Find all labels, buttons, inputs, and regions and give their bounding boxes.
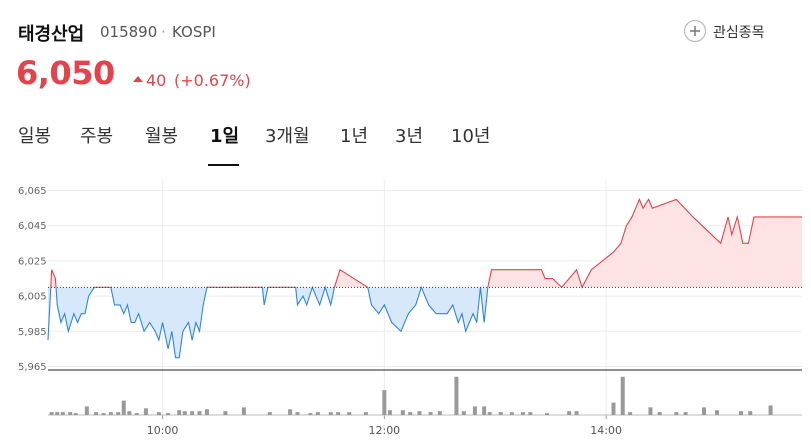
volume-bar (121, 400, 126, 415)
stock-name: 태경산업 (18, 24, 85, 45)
volume-bar (544, 413, 549, 415)
volume-bar (408, 412, 413, 415)
price-line (47, 287, 583, 359)
volume-bar (768, 405, 773, 415)
tab[interactable]: 주봉 (80, 126, 114, 147)
volume-bar (567, 411, 572, 415)
volume-bar (73, 413, 78, 415)
volume-bar (182, 411, 187, 415)
volume-bar (498, 412, 503, 415)
market: KOSPI (172, 23, 216, 41)
volume-bar (428, 412, 433, 415)
volume-bar (315, 412, 320, 415)
tab[interactable]: 1년 (340, 126, 369, 147)
volume-bar (739, 411, 744, 415)
volume-bar (197, 411, 202, 415)
volume-bar (49, 412, 54, 415)
volume-bar (347, 412, 352, 415)
volume-bar (748, 411, 753, 415)
separator: · (161, 23, 166, 41)
volume-bar (127, 411, 132, 415)
volume-bar (487, 412, 492, 415)
price-area (50, 199, 802, 288)
volume-bar (509, 412, 514, 415)
volume-bar (328, 412, 333, 415)
volume-bar (223, 411, 228, 415)
volume-bar (204, 409, 209, 415)
volume-bar (611, 402, 616, 415)
y-tick-label: 6,005 (18, 292, 47, 303)
volume-bar (657, 412, 662, 415)
volume-bar (400, 410, 405, 415)
price-area (48, 287, 802, 358)
x-tick-label: 10:00 (147, 424, 179, 437)
volume-bar (108, 412, 113, 415)
volume-bar (674, 412, 679, 415)
volume-bar (461, 411, 466, 415)
volume-bar (363, 412, 368, 415)
x-tick-label: 12:00 (368, 424, 400, 437)
tab[interactable]: 3년 (395, 126, 424, 147)
volume-bar (143, 408, 148, 415)
price-line (50, 197, 802, 288)
volume-bar (55, 412, 60, 415)
y-tick-label: 5,965 (18, 362, 47, 373)
volume-bar (437, 411, 442, 415)
volume-bar (387, 410, 392, 415)
y-tick-label: 6,045 (18, 221, 47, 232)
volume-bar (520, 412, 525, 415)
volume-bar (190, 411, 195, 415)
volume-bar (101, 413, 106, 415)
volume-bar (648, 407, 653, 415)
volume-bar (116, 412, 121, 415)
volume-bar (68, 412, 73, 415)
tab[interactable]: 10년 (451, 126, 491, 147)
volume-bar (574, 411, 579, 415)
stock-code: 015890 (100, 23, 158, 41)
volume-bar (482, 406, 487, 415)
tab[interactable]: 3개월 (265, 126, 310, 147)
volume-bar (702, 407, 707, 415)
price-change: 40 (146, 71, 167, 90)
watch-button[interactable]: 관심종목 (713, 25, 765, 41)
up-arrow (133, 76, 143, 82)
volume-bar (166, 413, 171, 415)
volume-bar (241, 407, 246, 415)
x-tick-label: 14:00 (590, 424, 622, 437)
y-tick-label: 6,025 (18, 256, 47, 267)
volume-bar (417, 411, 422, 415)
active-tab-indicator (208, 164, 239, 166)
volume-bar (628, 412, 633, 415)
y-tick-label: 6,065 (18, 186, 47, 197)
tab[interactable]: 1일 (210, 126, 240, 147)
tab[interactable]: 일봉 (18, 126, 52, 147)
volume-bar (620, 376, 625, 415)
watch-icon[interactable] (683, 18, 709, 44)
volume-bar (336, 412, 341, 415)
volume-bar (134, 413, 139, 415)
volume-bar (156, 412, 161, 415)
volume-bar (60, 412, 65, 415)
volume-bar (84, 406, 89, 415)
volume-bar (454, 376, 459, 415)
volume-bar (528, 412, 533, 415)
tab[interactable]: 월봉 (145, 126, 179, 147)
volume-bar (94, 412, 99, 415)
price: 6,050 (16, 54, 115, 92)
volume-bar (472, 406, 477, 415)
volume-bar (308, 413, 313, 415)
volume-bar (177, 410, 182, 415)
volume-bar (267, 412, 272, 415)
volume-bar (683, 412, 688, 415)
price-change-percent: (+0.67%) (174, 71, 251, 90)
volume-bar (295, 412, 300, 415)
volume-bar (714, 410, 719, 415)
volume-bar (382, 390, 387, 415)
volume-bar (288, 409, 293, 415)
y-tick-label: 5,985 (18, 327, 47, 338)
